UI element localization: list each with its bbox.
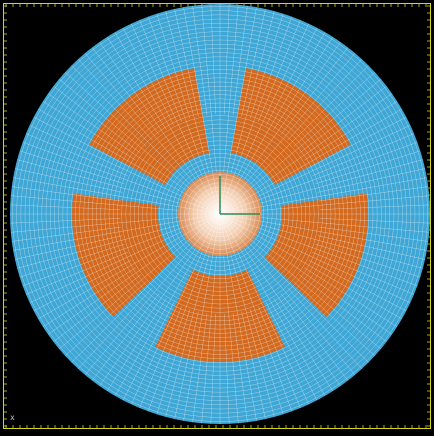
axis-corner-label: x bbox=[10, 413, 15, 422]
mesh-lines bbox=[10, 4, 430, 424]
axis-triad-icon bbox=[219, 176, 260, 215]
fuel-sector[interactable] bbox=[72, 193, 176, 317]
frame-ticks bbox=[3, 3, 431, 429]
fuel-sector[interactable] bbox=[264, 193, 368, 317]
